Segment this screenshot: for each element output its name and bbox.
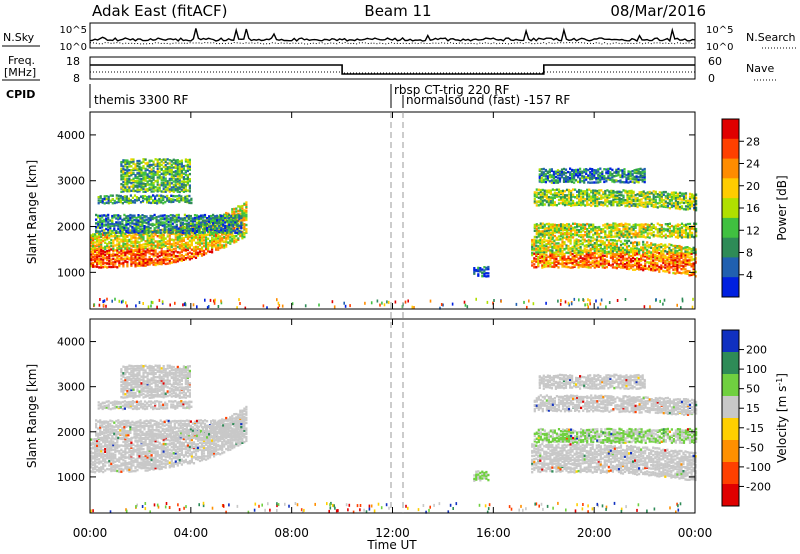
colorbar-swatch [722,418,739,441]
power-colorbar: 28 24 20 16 12 8 4 Power [dB] [721,118,789,298]
colorbar-swatch [722,330,739,353]
x-tick-label: 08:00 [274,526,309,540]
freq-label: Freq. [8,54,35,67]
colorbar-swatch [722,277,739,298]
colorbar-swatch [722,237,739,258]
colorbar-tick-label: 28 [746,135,760,148]
nsky-label: N.Sky [3,31,35,44]
nave-tick-top: 60 [708,55,722,68]
colorbar-tick-label: 4 [746,269,753,282]
velocity-panel: 1000 2000 3000 4000 Slant Range [km] [25,318,698,514]
nsky-tick-top: 10^5 [60,25,87,36]
nsky-tick-bottom: 10^0 [60,42,87,53]
colorbar-tick-label: -200 [746,480,771,493]
freq-tick-top: 18 [66,55,80,68]
colorbar-swatch [722,178,739,199]
colorbar-swatch [722,198,739,219]
colorbar-tick-label: 16 [746,202,760,215]
colorbar-swatch [722,257,739,278]
colorbar-swatch [722,352,739,375]
x-axis-label: Time UT [366,538,417,552]
colorbar-tick-label: 15 [746,402,760,415]
velocity-ylabel: Slant Range [km] [25,364,39,468]
nave-tick-bottom: 0 [708,72,715,85]
colorbar-tick-label: 8 [746,247,753,260]
y-tick-label: 2000 [57,221,85,234]
colorbar-swatch [722,440,739,463]
cpid-segment-2: rbsp CT-trig 220 RF [394,83,510,97]
title: Adak East (fitACF) [92,2,227,20]
freq-unit: [MHz] [4,66,36,79]
time-axis: 00:00 04:00 08:00 12:00 16:00 20:00 00:00 [73,112,713,540]
nsky-panel [89,22,696,49]
cpid-segment-3: normalsound (fast) -157 RF [406,93,570,107]
x-tick-label: 16:00 [476,526,511,540]
nsearch-tick-bottom: 10^0 [706,42,733,53]
power-cells [90,158,698,310]
date-label: 08/Mar/2016 [610,2,706,20]
y-tick-label: 1000 [57,471,85,484]
colorbar-tick-label: 12 [746,224,760,237]
x-tick-label: 04:00 [174,526,209,540]
beam-label: Beam 11 [364,2,431,20]
velocity-y-axis: 1000 2000 3000 4000 [57,336,695,484]
colorbar-swatch [722,217,739,239]
x-tick-label: 00:00 [678,526,713,540]
colorbar-tick-label: 20 [746,180,760,193]
nave-trace [90,71,695,74]
colorbar-tick-label: -50 [746,441,764,454]
colorbar-tick-label: 100 [746,363,767,376]
colorbar-tick-label: -100 [746,461,771,474]
x-tick-label: 12:00 [375,526,410,540]
colorbar-swatch [722,374,739,397]
y-tick-label: 3000 [57,381,85,394]
freq-panel [89,56,696,80]
colorbar-tick-label: -15 [746,422,764,435]
cpid-label: CPID [6,88,35,101]
power-panel: 1000 2000 3000 4000 Slant Range [km] [25,111,698,310]
x-tick-label: 20:00 [577,526,612,540]
y-tick-label: 2000 [57,426,85,439]
colorbar-tick-label: 50 [746,383,760,396]
colorbar-tick-label: 200 [746,344,767,357]
y-tick-label: 4000 [57,336,85,349]
colorbar-swatch [722,119,739,140]
nsearch-tick-top: 10^5 [706,25,733,36]
y-tick-label: 3000 [57,175,85,188]
freq-trace [90,64,695,75]
x-tick-label: 00:00 [73,526,108,540]
colorbar-tick-label: 24 [746,158,760,171]
colorbar-swatch [722,138,739,160]
velocity-colorbar-label: Velocity [m s-1] [775,373,789,463]
colorbar-swatch [722,158,739,179]
y-tick-label: 4000 [57,129,85,142]
colorbar-swatch [722,396,739,419]
power-colorbar-label: Power [dB] [775,175,789,240]
colorbar-swatch [722,462,739,485]
nsky-trace [89,27,696,43]
nave-label: Nave [746,62,774,75]
nsearch-trace [89,41,696,45]
y-tick-label: 1000 [57,266,85,279]
velocity-cells [90,364,698,514]
power-y-axis: 1000 2000 3000 4000 [57,129,695,279]
velocity-colorbar: 200 100 50 15 -15 -50 -100 -200 Velocity [m s-1… [721,329,789,507]
freq-tick-bottom: 8 [73,72,80,85]
nsearch-label: N.Search [746,31,796,44]
colorbar-swatch [722,484,739,507]
cpid-segment-1: themis 3300 RF [94,93,188,107]
power-ylabel: Slant Range [km] [25,160,39,264]
